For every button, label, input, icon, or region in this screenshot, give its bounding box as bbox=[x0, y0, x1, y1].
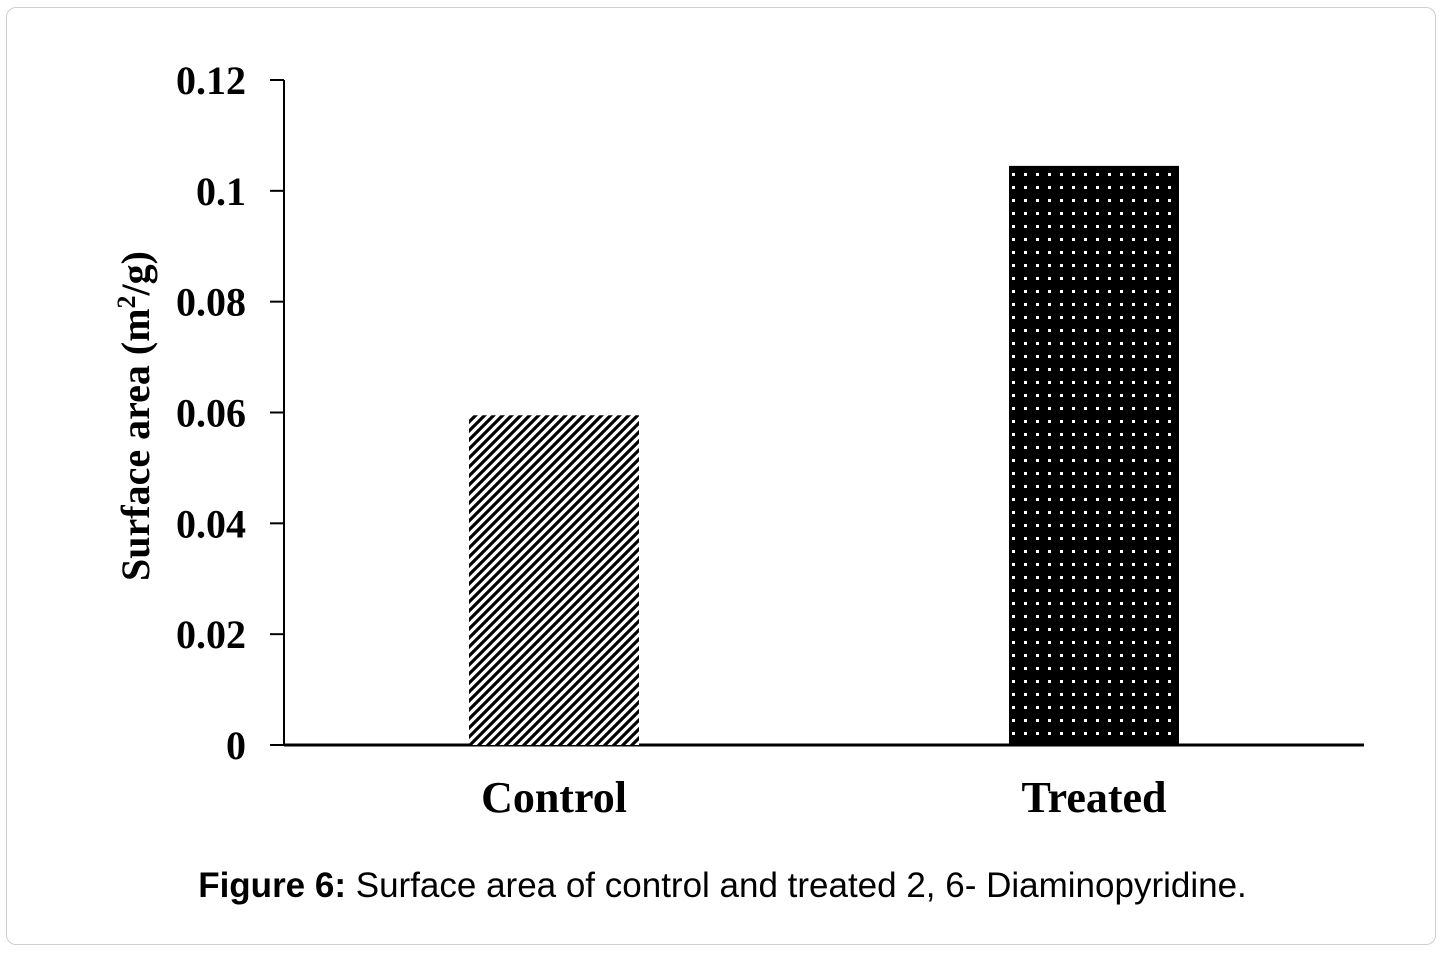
x-category-label-control: Control bbox=[481, 773, 627, 822]
bar-treated bbox=[1009, 165, 1179, 746]
y-tick-label: 0.04 bbox=[176, 501, 246, 546]
y-tick-label: 0.12 bbox=[176, 58, 246, 103]
y-tick-label: 0.06 bbox=[176, 391, 246, 436]
x-category-label-treated: Treated bbox=[1022, 773, 1167, 822]
y-axis-label: Surface area (m2/g) bbox=[112, 251, 158, 581]
y-tick-label: 0.1 bbox=[196, 169, 246, 214]
y-tick-label: 0.02 bbox=[176, 612, 246, 657]
y-ticks: 0 0.02 0.04 0.06 0.08 0.1 0.12 bbox=[176, 58, 284, 768]
figure-frame bbox=[6, 7, 1436, 945]
bars bbox=[469, 165, 1179, 746]
figure-caption: Figure 6: Surface area of control and tr… bbox=[0, 866, 1445, 906]
x-category-labels: Control Treated bbox=[481, 773, 1166, 822]
caption-label: Figure 6: bbox=[198, 866, 346, 905]
y-tick-label: 0 bbox=[226, 723, 246, 768]
chart-axes bbox=[283, 80, 1364, 747]
bar-control bbox=[469, 415, 639, 745]
y-axis-label-superscript: 2 bbox=[112, 295, 141, 308]
y-tick-label: 0.08 bbox=[176, 280, 246, 325]
caption-text: Surface area of control and treated 2, 6… bbox=[346, 866, 1247, 905]
